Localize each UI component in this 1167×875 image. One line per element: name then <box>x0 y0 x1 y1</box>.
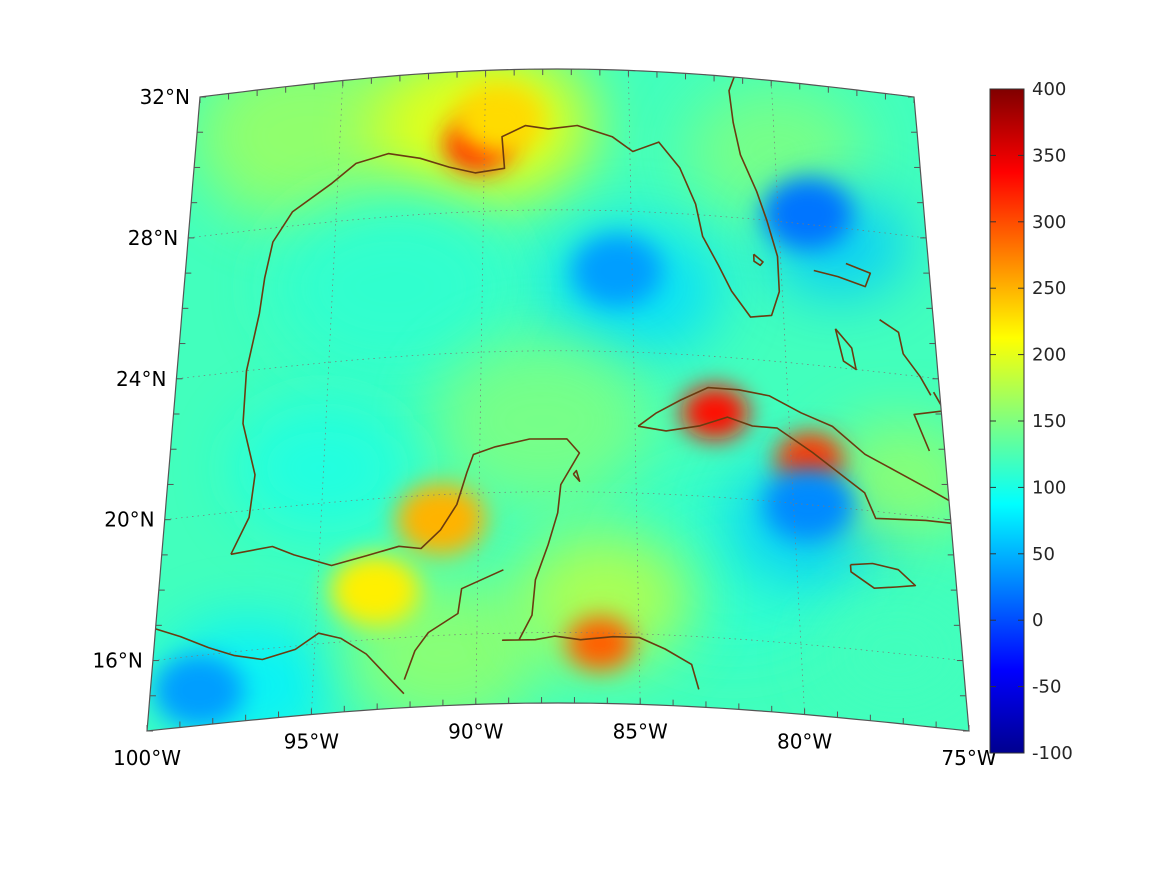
coastlines <box>155 76 969 695</box>
longitude-label: 95°W <box>284 730 339 754</box>
colorbar-tick-label: 250 <box>1032 278 1066 299</box>
map-area: 32°N 28°N 24°N 20°N 16°N 100°W 95°W 90°W 85°W 80… <box>92 68 997 770</box>
field-region <box>432 338 653 504</box>
coastline-jamaica <box>849 562 917 589</box>
colorbar-tick-label: 300 <box>1032 212 1066 233</box>
coastline-bahamas-eleuthera <box>879 319 932 396</box>
latitude-label: 16°N <box>92 649 142 673</box>
field-feature-atlantic-min <box>762 177 853 250</box>
field-region <box>516 530 697 666</box>
longitude-label: 80°W <box>777 730 832 754</box>
colorbar-tick-label: 200 <box>1032 345 1066 366</box>
field-feature-caribbean-min <box>764 468 855 541</box>
field-region <box>191 69 432 227</box>
coastline-gulf-coast <box>230 76 781 555</box>
latitude-label: 28°N <box>128 226 178 250</box>
longitude-label: 85°W <box>613 719 668 743</box>
longitude-label: 90°W <box>448 719 503 743</box>
colorbar-tick-label: 150 <box>1032 411 1066 432</box>
latitude-labels: 32°N 28°N 24°N 20°N 16°N <box>92 85 190 673</box>
meridian-line <box>770 80 805 715</box>
parallel-line <box>188 209 927 239</box>
field-region <box>818 593 969 714</box>
graticule <box>152 68 963 715</box>
meridian-line <box>475 70 486 705</box>
colorbar-ticks: 400 350 300 250 200 150 100 50 0 -50 -100 <box>990 79 1073 764</box>
field-feature-honduras-max <box>566 616 635 671</box>
coastline-lake-okeechobee <box>752 253 764 267</box>
longitude-label: 75°W <box>941 746 996 770</box>
coastline-bahamas-andros <box>834 328 857 371</box>
field-feature-pacific-min <box>153 654 244 727</box>
field-feature-north-gulf-coast <box>454 83 545 156</box>
colorbar-tick-label: 400 <box>1032 79 1066 100</box>
colorbar-tick-label: 0 <box>1032 610 1043 631</box>
longitude-label: 100°W <box>113 746 181 770</box>
field-feature-south-gulf <box>330 554 421 627</box>
colorbar-tick-label: -100 <box>1032 743 1073 764</box>
parallel-line <box>152 632 963 661</box>
latitude-label: 20°N <box>104 508 154 532</box>
colorbar: 400 350 300 250 200 150 100 50 0 -50 -100 <box>989 79 1073 764</box>
latitude-label: 24°N <box>116 367 166 391</box>
frame-ticks <box>146 69 970 732</box>
field-region <box>272 196 513 377</box>
latitude-label: 32°N <box>140 85 190 109</box>
longitude-labels: 100°W 95°W 90°W 85°W 80°W 75°W <box>113 719 997 770</box>
coastline-pacific-coast <box>155 628 405 695</box>
coastline-guatemala-border <box>403 569 504 680</box>
meridian-line <box>628 70 641 705</box>
colorbar-tick-label: -50 <box>1032 677 1061 698</box>
coastline-bahamas-long <box>913 391 946 452</box>
field-feature-florida-strait-min <box>572 234 663 307</box>
meridian-line <box>311 80 344 715</box>
coastline-cozumel <box>572 469 581 482</box>
coastline-bahamas-abaco <box>813 262 872 288</box>
field-feature-campeche-max <box>395 483 486 556</box>
field-region <box>233 400 414 536</box>
field-feature-cuba-west-max <box>680 385 749 440</box>
colorbar-tick-label: 100 <box>1032 477 1066 498</box>
data-field <box>153 69 969 731</box>
parallel-line <box>176 350 939 380</box>
coastline-cuba <box>637 386 969 526</box>
colorbar-tick-label: 50 <box>1032 544 1055 565</box>
coastline-mexico-coast <box>230 438 700 690</box>
colorbar-tick-label: 350 <box>1032 145 1066 166</box>
